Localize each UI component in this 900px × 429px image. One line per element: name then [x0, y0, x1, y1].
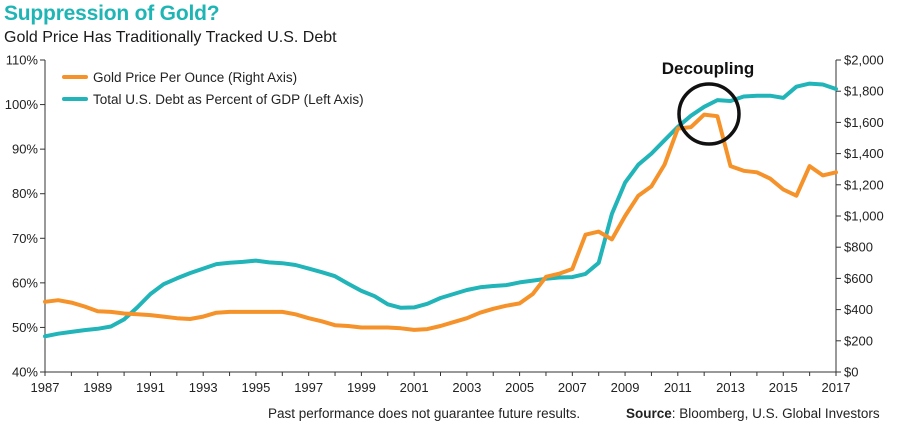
x-tick-label: 2015 [769, 380, 798, 395]
source-text: : Bloomberg, U.S. Global Investors [671, 406, 880, 421]
x-tick-label: 1991 [136, 380, 165, 395]
disclaimer-note: Past performance does not guarantee futu… [268, 406, 581, 421]
x-tick-label: 1989 [83, 380, 112, 395]
source-label: Source [626, 406, 672, 421]
debt-gdp-line [43, 81, 838, 339]
right-tick-label: $1,200 [844, 177, 884, 192]
gold-price-line [43, 112, 838, 332]
left-tick-label: 80% [12, 186, 38, 201]
legend-gold-label: Gold Price Per Ounce (Right Axis) [93, 70, 297, 85]
left-tick-label: 60% [12, 275, 38, 290]
x-tick-label: 1999 [347, 380, 376, 395]
right-tick-label: $200 [844, 333, 873, 348]
left-tick-label: 40% [12, 365, 38, 380]
left-tick-label: 100% [5, 97, 39, 112]
x-tick-label: 1995 [241, 380, 270, 395]
source-note: Source: Bloomberg, U.S. Global Investors [626, 406, 880, 421]
decoupling-label: Decoupling [662, 59, 755, 78]
left-tick-label: 70% [12, 231, 38, 246]
x-tick-label: 1993 [189, 380, 218, 395]
x-tick-label: 1997 [294, 380, 323, 395]
legend-debt-label: Total U.S. Debt as Percent of GDP (Left … [93, 92, 364, 107]
x-tick-label: 2007 [558, 380, 587, 395]
x-tick-label: 2005 [505, 380, 534, 395]
right-tick-label: $0 [844, 365, 858, 380]
legend: Gold Price Per Ounce (Right Axis) Total U… [62, 70, 364, 107]
x-tick-label: 1987 [31, 380, 60, 395]
x-axis-ticks: 1987 1989 1991 1993 1995 1997 1999 2001 2003 2005… [31, 372, 851, 395]
right-tick-label: $600 [844, 271, 873, 286]
series-lines [43, 81, 838, 339]
left-tick-label: 50% [12, 320, 38, 335]
right-axis-ticks: $0 $200 $400 $600 $800 $1,000 $1,200 $1,400 $1,6… [836, 53, 884, 380]
x-tick-label: 2017 [822, 380, 851, 395]
x-tick-label: 2001 [400, 380, 429, 395]
x-tick-label: 2003 [452, 380, 481, 395]
chart-subtitle: Gold Price Has Traditionally Tracked U.S… [4, 29, 337, 46]
x-tick-label: 2011 [664, 380, 692, 395]
left-axis-ticks: 40% 50% 60% 70% 80% 90% 100% 110% [5, 53, 45, 380]
chart-title: Suppression of Gold? [4, 2, 220, 25]
left-tick-label: 110% [6, 53, 39, 68]
right-tick-label: $2,000 [844, 53, 884, 68]
x-tick-label: 2013 [716, 380, 745, 395]
decoupling-circle [677, 82, 741, 146]
right-tick-label: $1,000 [844, 209, 884, 224]
decoupling-annotation: Decoupling [662, 59, 755, 146]
right-tick-label: $400 [844, 302, 873, 317]
right-tick-label: $1,600 [844, 115, 884, 130]
left-tick-label: 90% [12, 142, 38, 157]
x-tick-label: 2009 [611, 380, 640, 395]
right-tick-label: $800 [844, 240, 873, 255]
right-tick-label: $1,400 [844, 146, 884, 161]
right-tick-label: $1,800 [844, 84, 884, 99]
